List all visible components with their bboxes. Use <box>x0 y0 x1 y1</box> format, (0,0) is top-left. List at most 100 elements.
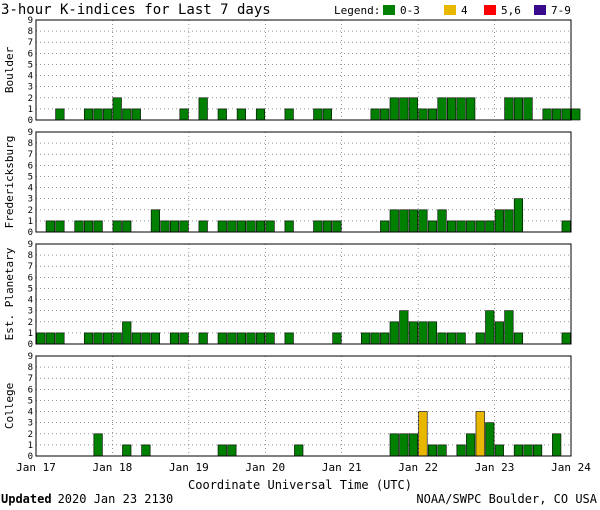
k-bar <box>227 220 237 233</box>
k-bar <box>198 220 208 233</box>
y-tick-label: 5 <box>28 396 33 406</box>
k-bar <box>246 220 256 233</box>
k-bar <box>93 433 103 457</box>
k-bar <box>265 332 275 345</box>
k-bar <box>552 108 562 121</box>
k-bar <box>322 108 332 121</box>
k-bar <box>418 209 428 233</box>
k-bar <box>494 444 504 457</box>
legend-entry-0: 0-3 <box>400 4 420 17</box>
y-tick-label: 4 <box>28 296 33 306</box>
y-tick-label: 5 <box>28 284 33 294</box>
k-bar <box>83 220 94 233</box>
k-bar <box>294 444 304 457</box>
k-bar <box>255 108 266 121</box>
y-tick-label: 9 <box>28 128 33 138</box>
k-bar <box>169 220 180 233</box>
k-bar <box>523 444 533 457</box>
y-tick-label: 0 <box>28 228 33 238</box>
k-bar <box>437 332 447 345</box>
k-bar <box>217 220 227 233</box>
y-tick-label: 4 <box>28 184 33 194</box>
k-bar <box>399 97 409 121</box>
k-bar <box>571 108 581 121</box>
k-bar <box>399 433 409 457</box>
legend-swatch-0 <box>383 5 395 15</box>
k-bar <box>55 332 65 345</box>
k-bar <box>370 108 380 121</box>
k-bar <box>532 444 543 457</box>
k-bar <box>236 332 246 345</box>
legend-entry-2: 5,6 <box>501 4 521 17</box>
y-tick-label: 8 <box>28 251 33 261</box>
k-bar <box>408 321 418 345</box>
chart-title: 3-hour K-indices for Last 7 days <box>1 2 271 18</box>
chart-panels: 0123456789Boulder0123456789Fredericksbur… <box>3 16 581 462</box>
k-bar <box>513 97 524 121</box>
panel-label: Boulder <box>3 46 16 93</box>
k-bar <box>408 209 418 233</box>
k-bar <box>313 108 323 121</box>
y-tick-label: 3 <box>28 195 33 205</box>
k-bar <box>447 332 457 345</box>
y-tick-label: 8 <box>28 27 33 37</box>
k-bar <box>55 220 65 233</box>
k-bar <box>122 444 132 457</box>
k-bar <box>475 332 485 345</box>
y-tick-label: 8 <box>28 139 33 149</box>
k-bar <box>456 444 466 457</box>
k-bar <box>504 97 514 121</box>
x-axis-ticks: Jan 17 Jan 18 Jan 19 Jan 20 Jan 21 Jan 22 Jan … <box>16 461 591 474</box>
y-tick-label: 1 <box>28 105 33 115</box>
panel-label: Fredericksburg <box>3 136 16 229</box>
k-bar <box>447 97 457 121</box>
x-tick-label: Jan 18 <box>93 461 133 474</box>
updated-text: Updated 2020 Jan 23 2130 <box>1 492 173 506</box>
k-bar <box>389 97 399 121</box>
panel-label: Est. Planetary <box>3 247 16 340</box>
y-tick-label: 5 <box>28 60 33 70</box>
y-tick-label: 9 <box>28 240 33 250</box>
k-bar <box>122 321 132 345</box>
k-bar <box>103 108 113 121</box>
x-tick-label: Jan 22 <box>398 461 438 474</box>
k-bar <box>112 220 122 233</box>
k-bar <box>236 220 246 233</box>
y-tick-label: 2 <box>28 94 33 104</box>
panel-frame <box>35 19 572 121</box>
updated-label: Updated <box>1 492 52 506</box>
y-tick-label: 2 <box>28 318 33 328</box>
k-bar <box>45 220 55 233</box>
k-bar <box>427 321 438 345</box>
k-bar <box>437 209 447 233</box>
k-bar <box>284 108 294 121</box>
k-bar <box>83 332 94 345</box>
y-tick-label: 9 <box>28 16 33 26</box>
k-bar <box>103 332 113 345</box>
y-tick-label: 2 <box>28 430 33 440</box>
k-bar <box>513 198 524 233</box>
k-bar <box>284 220 294 233</box>
k-bar <box>150 209 160 233</box>
k-bar <box>399 209 409 233</box>
k-bar <box>55 108 65 121</box>
x-tick-label: Jan 24 <box>551 461 591 474</box>
y-tick-label: 6 <box>28 49 33 59</box>
x-tick-label: Jan 17 <box>16 461 56 474</box>
k-bar <box>418 411 428 457</box>
y-tick-label: 3 <box>28 83 33 93</box>
k-bar <box>427 220 438 233</box>
k-bar <box>112 332 122 345</box>
legend-swatch-1 <box>444 5 456 15</box>
k-bar <box>236 108 246 121</box>
y-tick-label: 6 <box>28 161 33 171</box>
y-tick-label: 9 <box>28 352 33 362</box>
k-bar <box>418 108 428 121</box>
k-bar <box>542 108 552 121</box>
k-bar <box>198 97 208 121</box>
legend-label: Legend: <box>334 4 380 17</box>
k-bar <box>513 444 524 457</box>
k-bar <box>561 108 571 121</box>
y-tick-label: 0 <box>28 340 33 350</box>
